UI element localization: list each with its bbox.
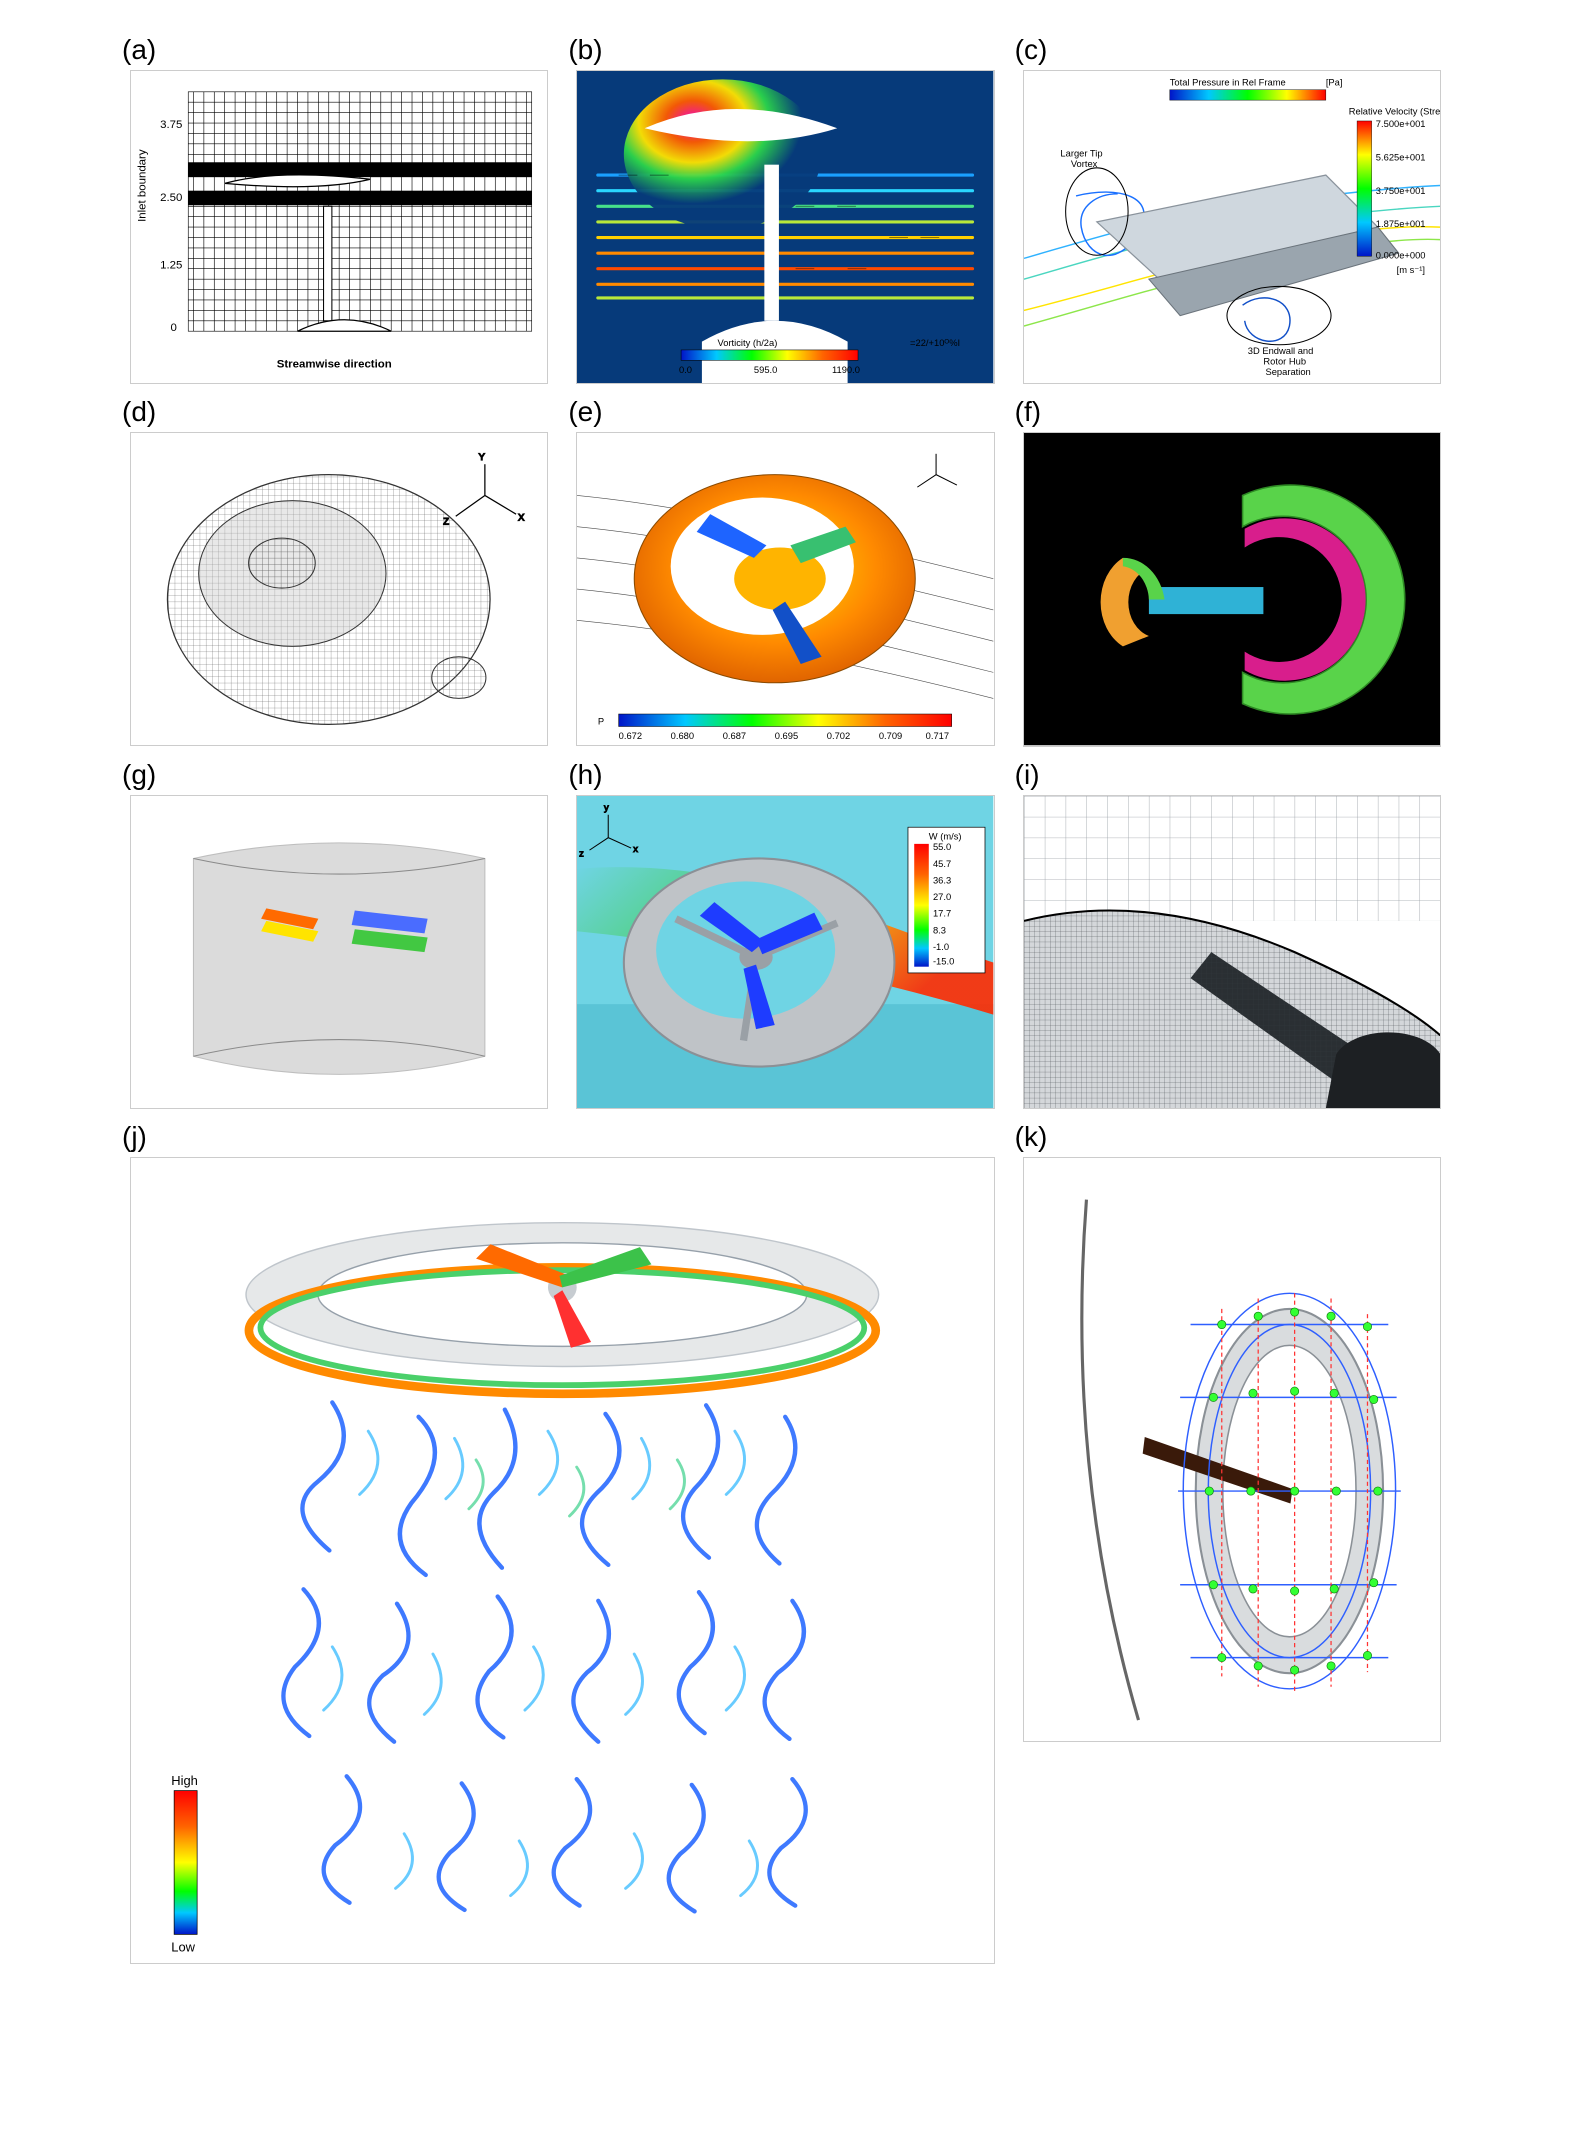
panel-d: (d) X Y [130,432,548,746]
panel-b-label: (b) [568,34,602,66]
panel-f: (f) [1023,432,1441,746]
ytick-1: 1.25 [160,260,182,272]
svg-text:17.7: 17.7 [933,908,951,918]
svg-text:x: x [634,844,639,854]
cb-tick-2: 1190.0 [832,365,860,375]
svg-text:36.3: 36.3 [933,875,951,885]
endwall-label: 3D Endwall and [1247,346,1313,356]
svg-text:8.3: 8.3 [933,925,946,935]
panel-h: (h) [576,795,994,1109]
panel-b-figure: Vorticity (h/2a) 0.0 595.0 1190.0 =22/+1… [576,70,994,384]
svg-text:0.709: 0.709 [879,731,902,741]
panel-f-label: (f) [1015,396,1041,428]
svg-text:0.680: 0.680 [671,731,694,741]
panel-c-figure: Larger Tip Vortex 3D Endwall and Rotor H… [1023,70,1441,384]
svg-text:0.717: 0.717 [926,731,949,741]
vtick3: 1.875e+001 [1375,219,1425,229]
panel-d-label: (d) [122,396,156,428]
cb-tick-1: 595.0 [754,365,777,375]
inlet-label: Inlet boundary [137,149,149,222]
panel-k: (k) [1023,1157,1441,1964]
svg-text:0.702: 0.702 [827,731,850,741]
svg-text:z: z [579,848,584,858]
svg-text:45.7: 45.7 [933,858,951,868]
panel-e-figure: P 0.672 0.680 0.687 0.695 0.702 0.709 0.… [576,432,994,746]
panel-j-label: (j) [122,1121,147,1153]
svg-text:Separation: Separation [1265,367,1310,377]
vtick0: 7.500e+001 [1375,119,1425,129]
panel-e-label: (e) [568,396,602,428]
panel-c-label: (c) [1015,34,1048,66]
svg-text:Vortex: Vortex [1070,159,1097,169]
corner-text: =22/+10ᴼ%I [910,338,960,348]
ytick-2: 2.50 [160,192,182,204]
cb-tick-0: 0.0 [679,365,692,375]
svg-text:27.0: 27.0 [933,892,951,902]
axis-y: Y [479,452,486,462]
panel-e: (e) [576,432,994,746]
tip-vortex-label: Larger Tip [1060,148,1102,158]
panel-i: (i) [1023,795,1441,1109]
xaxis-label: Streamwise direction [277,359,392,371]
h-legend-title: W (m/s) [929,831,962,841]
pressure-unit: [Pa] [1326,78,1343,88]
panel-k-label: (k) [1015,1121,1048,1153]
svg-text:0.687: 0.687 [723,731,746,741]
panel-g-label: (g) [122,759,156,791]
panel-i-figure [1023,795,1441,1109]
svg-text:-1.0: -1.0 [933,942,949,952]
panel-i-label: (i) [1015,759,1040,791]
panel-k-figure [1023,1157,1441,1742]
j-cb-low: Low [171,1939,195,1954]
svg-text:0.695: 0.695 [775,731,798,741]
velocity-title: Relative Velocity (Streamline) [1348,107,1440,117]
panel-c: (c) [1023,70,1441,384]
ytick-0: 0 [171,322,177,334]
vtick1: 5.625e+001 [1375,153,1425,163]
j-cb-high: High [171,1773,198,1788]
panel-g: (g) [130,795,548,1109]
panel-j-figure: High Low [130,1157,995,1964]
panel-g-figure [130,795,548,1109]
pressure-title: Total Pressure in Rel Frame [1169,78,1285,88]
axis-x: X [518,513,525,523]
panel-b: (b) [576,70,994,384]
panel-d-figure: X Y Z [130,432,548,746]
svg-text:55.0: 55.0 [933,842,951,852]
panel-j: (j) [130,1157,995,1964]
vtick2: 3.750e+001 [1375,186,1425,196]
axis-z: Z [443,517,449,527]
colorbar-title: Vorticity (h/2a) [718,338,778,348]
svg-text:-15.0: -15.0 [933,956,954,966]
velocity-unit: [m s⁻¹] [1396,265,1424,275]
panel-f-figure [1023,432,1441,746]
panel-a-figure: 0 1.25 2.50 3.75 Inlet boundary Streamwi… [130,70,548,384]
panel-h-figure: W (m/s) 55.0 45.7 36.3 27.0 17.7 8.3 -1.… [576,795,994,1109]
svg-text:0.672: 0.672 [619,731,642,741]
svg-text:y: y [604,802,609,812]
vtick4: 0.000e+000 [1375,250,1425,260]
cb-var: P [598,717,604,727]
svg-text:Rotor Hub: Rotor Hub [1263,357,1306,367]
ytick-3: 3.75 [160,119,182,131]
panel-h-label: (h) [568,759,602,791]
panel-a-label: (a) [122,34,156,66]
panel-a: (a) [130,70,548,384]
